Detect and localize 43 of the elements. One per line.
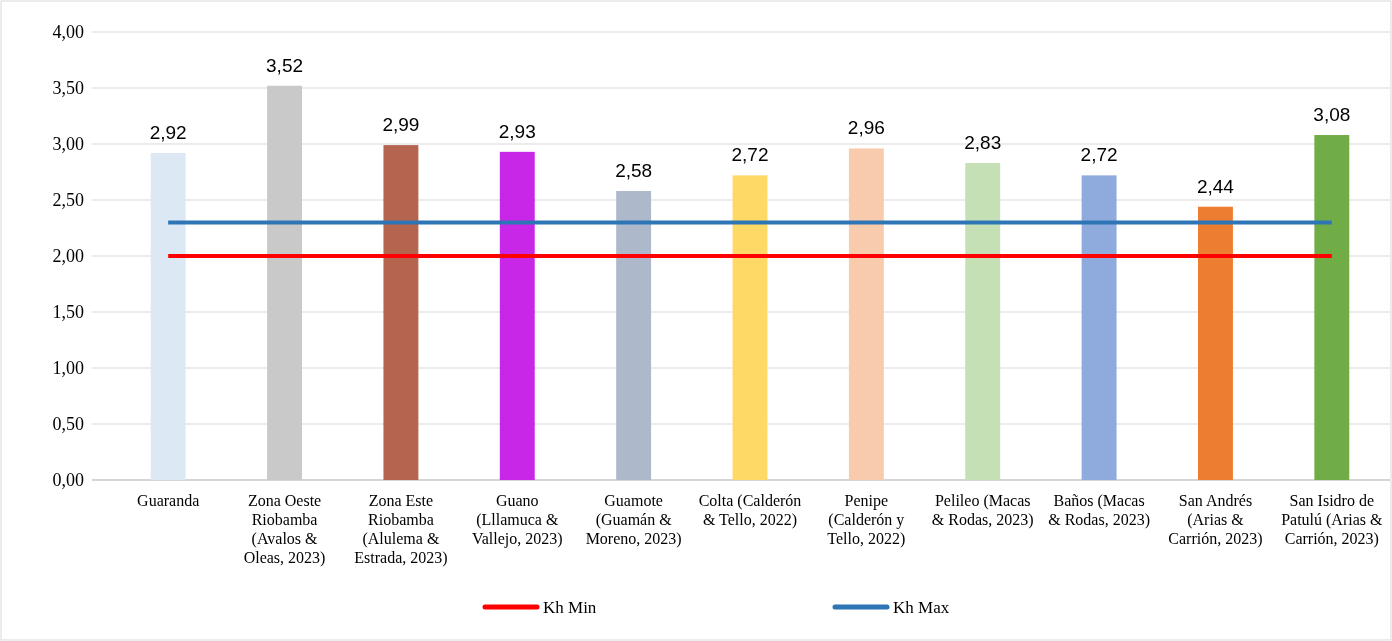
x-tick-label: Guaranda bbox=[137, 491, 200, 509]
data-label: 2,99 bbox=[382, 114, 420, 136]
bar bbox=[848, 148, 884, 480]
y-tick-label: 1,50 bbox=[52, 302, 84, 323]
data-label: 2,92 bbox=[149, 121, 187, 143]
x-tick-label: Penipe (Calderón y Tello, 2022) bbox=[827, 491, 906, 548]
x-tick-label: Baños (Macas & Rodas, 2023) bbox=[1048, 491, 1150, 529]
x-tick-label: San Isidro de Patulú (Arias & Carrión, 2023) bbox=[1281, 491, 1384, 548]
y-tick-label: 3,50 bbox=[52, 78, 84, 99]
legend-label: Kh Max bbox=[893, 597, 950, 617]
bar bbox=[499, 151, 535, 480]
data-label: 2,72 bbox=[1080, 144, 1118, 166]
bar bbox=[1198, 206, 1233, 480]
bar bbox=[616, 191, 652, 480]
data-label: 2,44 bbox=[1196, 175, 1235, 197]
data-label: 2,96 bbox=[847, 117, 885, 139]
x-tick-label: Colta (Calderón & Tello, 2022) bbox=[698, 491, 802, 529]
data-label: 2,58 bbox=[615, 160, 653, 182]
y-tick-label: 1,00 bbox=[52, 358, 84, 379]
y-tick-label: 2,00 bbox=[52, 246, 84, 267]
bar bbox=[965, 163, 1001, 480]
x-tick-label: San Andrés (Arias & Carrión, 2023) bbox=[1168, 491, 1263, 548]
x-tick-label: Pelileo (Macas & Rodas, 2023) bbox=[931, 491, 1034, 529]
data-label: 2,83 bbox=[964, 132, 1002, 154]
x-tick-label: Guano (Lllamuca & Vallejo, 2023) bbox=[471, 491, 563, 548]
x-tick-label: Guamote (Guamán & Moreno, 2023) bbox=[585, 491, 682, 548]
y-tick-label: 0,50 bbox=[52, 414, 84, 435]
bar bbox=[1314, 135, 1350, 480]
x-tick-label: Zona Este Riobamba (Alulema & Estrada, 2023) bbox=[354, 491, 448, 567]
bar bbox=[150, 152, 186, 480]
data-label: 3,52 bbox=[266, 54, 304, 76]
y-tick-label: 3,00 bbox=[52, 134, 84, 155]
y-tick-label: 4,00 bbox=[52, 22, 84, 43]
y-tick-label: 0,00 bbox=[52, 470, 84, 491]
bar bbox=[1081, 175, 1117, 480]
data-label: 3,08 bbox=[1313, 104, 1351, 126]
y-tick-label: 2,50 bbox=[52, 190, 84, 211]
data-label: 2,93 bbox=[498, 120, 536, 142]
bar bbox=[732, 175, 768, 480]
x-tick-label: Zona Oeste Riobamba (Avalos & Oleas, 2023) bbox=[243, 491, 326, 567]
legend-label: Kh Min bbox=[543, 597, 597, 617]
data-label: 2,72 bbox=[731, 144, 769, 166]
bar bbox=[383, 145, 419, 480]
